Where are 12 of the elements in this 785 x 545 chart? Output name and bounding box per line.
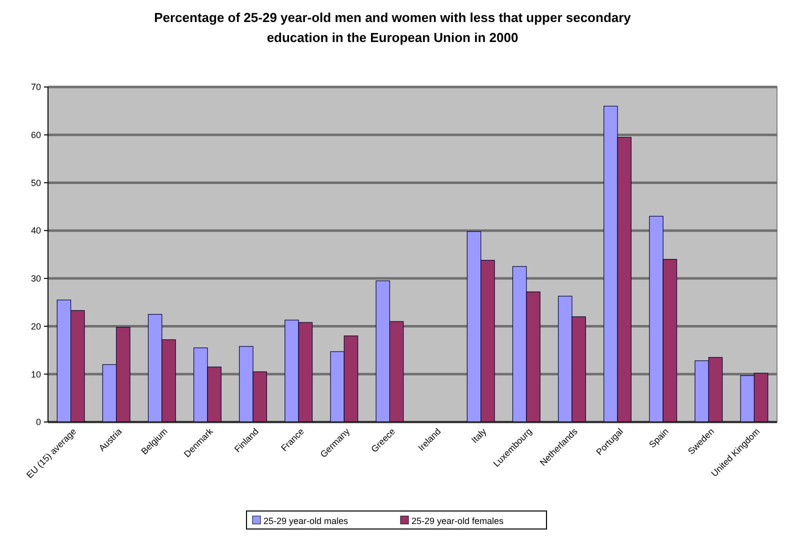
y-tick-label: 20 — [30, 321, 41, 332]
chart-title: Percentage of 25-29 year-old men and women with less that upper secondary education in the European Union in 2000 — [154, 10, 632, 45]
x-tick-label: Italy — [470, 426, 489, 446]
y-tick-label: 50 — [30, 178, 41, 188]
y-tick-label: 10 — [30, 369, 41, 380]
legend-label: 25-29 year-old females — [412, 516, 504, 526]
y-tick-label: 70 — [30, 82, 41, 92]
y-tick-label: 30 — [30, 274, 41, 284]
y-tick-label: 40 — [30, 226, 41, 236]
y-tick-label: 0 — [36, 417, 41, 428]
legend-label: 25-29 year-old males — [264, 516, 349, 526]
y-tick-label: 60 — [30, 130, 41, 140]
